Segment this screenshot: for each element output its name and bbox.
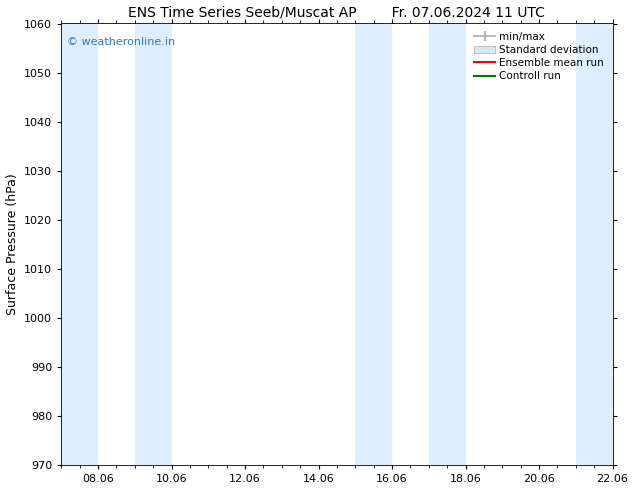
Title: ENS Time Series Seeb/Muscat AP        Fr. 07.06.2024 11 UTC: ENS Time Series Seeb/Muscat AP Fr. 07.06… <box>129 5 545 20</box>
Bar <box>355 24 392 465</box>
Bar <box>576 24 612 465</box>
Bar <box>135 24 172 465</box>
Bar <box>61 24 98 465</box>
Y-axis label: Surface Pressure (hPa): Surface Pressure (hPa) <box>6 173 18 316</box>
Legend: min/max, Standard deviation, Ensemble mean run, Controll run: min/max, Standard deviation, Ensemble me… <box>471 29 607 84</box>
Text: © weatheronline.in: © weatheronline.in <box>67 37 175 47</box>
Bar <box>429 24 465 465</box>
